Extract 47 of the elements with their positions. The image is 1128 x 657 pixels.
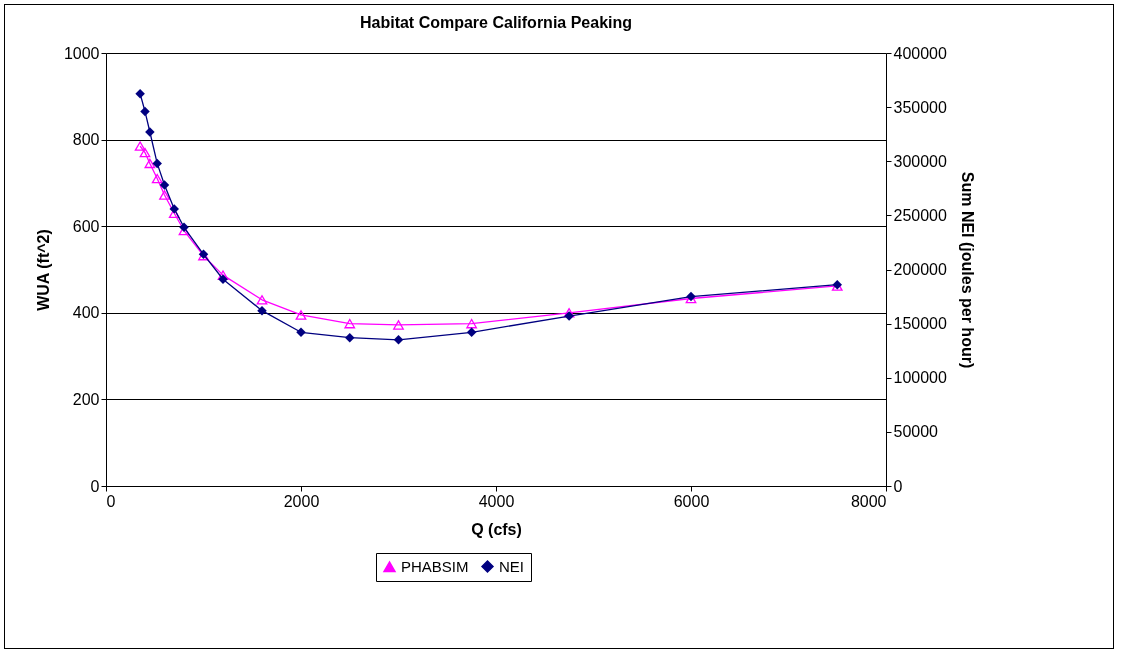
- point: [140, 106, 150, 117]
- point: [295, 310, 307, 320]
- point: [169, 204, 179, 214]
- y2-tick-label: 200000: [893, 261, 947, 278]
- y-tick-label: 200: [72, 390, 100, 408]
- point: [345, 332, 355, 343]
- point: [159, 180, 170, 190]
- y-axis-title: WUA (ft^2): [34, 229, 52, 311]
- x-tick-label: 4000: [478, 492, 515, 510]
- y2-tick-label: 350000: [893, 98, 947, 116]
- point: [159, 190, 170, 200]
- y2-tick-label: 100000: [893, 369, 947, 387]
- x-tick-label: 0: [106, 492, 116, 510]
- y2-tick-label: 300000: [893, 152, 947, 170]
- point: [139, 147, 151, 158]
- point: [152, 158, 162, 169]
- point: [151, 173, 163, 184]
- y-tick-label: 800: [72, 131, 100, 149]
- point: [344, 318, 356, 329]
- y2-axis-title: Sum NEI (joules per hour): [958, 171, 976, 369]
- point: [256, 295, 268, 305]
- legend-label: NEI: [499, 557, 525, 575]
- point: [296, 327, 306, 338]
- point: [217, 270, 229, 280]
- x-axis-title: Q (cfs): [471, 520, 522, 538]
- point: [134, 141, 146, 151]
- point: [466, 327, 477, 338]
- point: [393, 320, 404, 330]
- chart-title: Habitat Compare California Peaking: [359, 14, 633, 31]
- y2-tick-label: 150000: [893, 315, 947, 333]
- point: [257, 305, 267, 316]
- y2-tick-label: 50000: [893, 423, 939, 441]
- y2-tick-label: 0: [893, 477, 903, 495]
- point: [135, 88, 145, 99]
- y2-tick-label: 400000: [893, 44, 947, 62]
- point: [144, 158, 156, 169]
- y2-tick-label: 250000: [893, 206, 947, 224]
- y-tick-label: 400: [72, 304, 100, 322]
- y-tick-label: 600: [72, 217, 100, 235]
- y-tick-label: 0: [90, 477, 100, 495]
- point: [466, 318, 478, 329]
- point: [393, 335, 404, 345]
- y-tick-label: 1000: [63, 44, 100, 62]
- x-tick-label: 6000: [673, 492, 710, 510]
- x-tick-label: 2000: [283, 492, 320, 510]
- legend-label: PHABSIM: [401, 557, 469, 575]
- x-tick-label: 8000: [850, 492, 887, 510]
